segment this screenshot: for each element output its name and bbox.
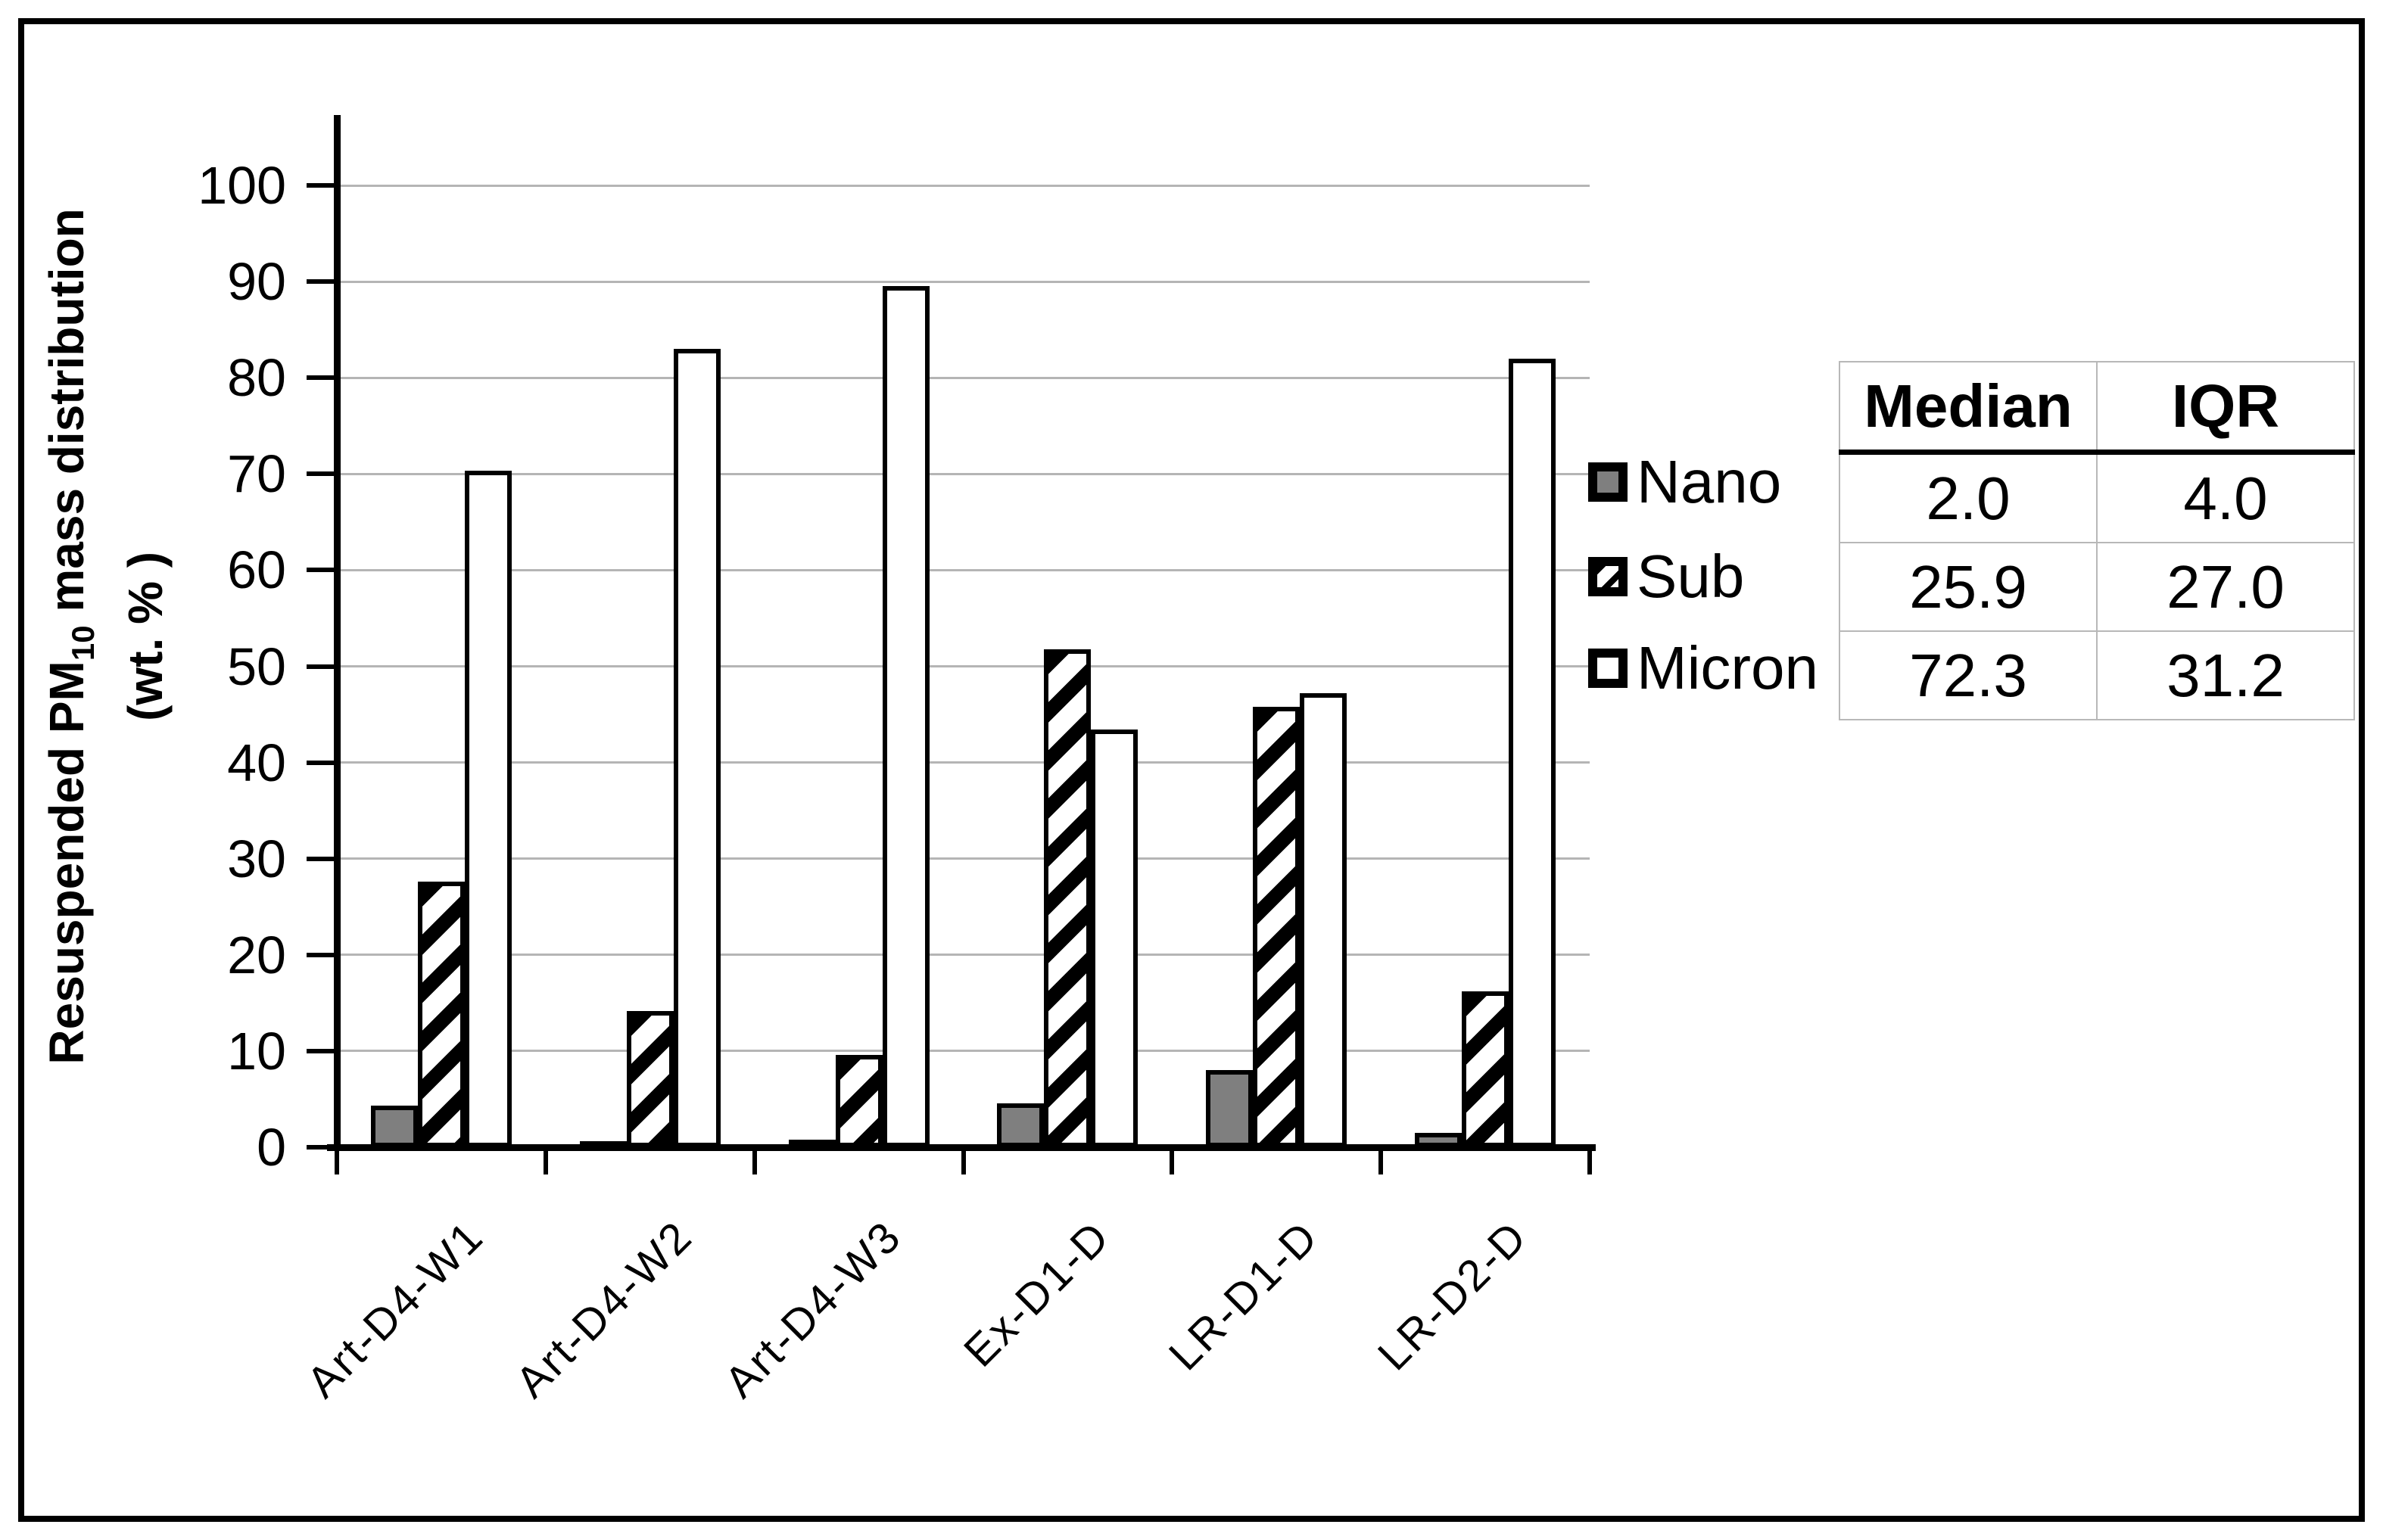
y-tick-80: [307, 375, 339, 381]
y-tick-label-50: 50: [227, 636, 286, 696]
y-tick-label-90: 90: [227, 252, 286, 312]
y-tick-label-80: 80: [227, 348, 286, 408]
y-tick-0: [307, 1145, 339, 1150]
x-tick-1: [543, 1147, 548, 1174]
nano-median-value: 2.0: [1839, 451, 2098, 543]
y-tick-30: [307, 856, 339, 861]
x-category-label-LR-D1-D: LR-D1-D: [1160, 1211, 1329, 1380]
y-tick-90: [307, 279, 339, 285]
y-axis-line: [334, 115, 341, 1150]
legend-item-nano: Nano: [1588, 448, 1781, 515]
gridline-100: [337, 184, 1590, 187]
bar-sub-Art-D4-W1: [418, 882, 465, 1147]
pm10-subscript: 10: [64, 625, 101, 661]
bar-sub-Art-D4-W3: [836, 1055, 883, 1147]
gridline-30: [337, 857, 1590, 860]
y-tick-20: [307, 952, 339, 957]
x-category-label-Art-D4-W1: Art-D4-W1: [297, 1211, 494, 1408]
micron-median-value: 72.3: [1839, 630, 2098, 720]
y-tick-label-100: 100: [198, 156, 286, 215]
table-row-sub: 25.9 27.0: [1839, 542, 2355, 632]
y-tick-label-30: 30: [227, 829, 286, 888]
x-category-label-Ex-D1-D: Ex-D1-D: [955, 1211, 1120, 1377]
x-category-label-Art-D4-W2: Art-D4-W2: [506, 1211, 702, 1408]
micron-iqr-value: 31.2: [2096, 630, 2355, 720]
gridline-90: [337, 280, 1590, 283]
y-tick-70: [307, 471, 339, 477]
y-tick-40: [307, 760, 339, 765]
figure-border: [18, 18, 2365, 1522]
y-tick-50: [307, 664, 339, 669]
sub-median-value: 25.9: [1839, 542, 2098, 632]
gridline-80: [337, 376, 1590, 379]
table-header-median: Median: [1839, 361, 2098, 455]
gridline-20: [337, 954, 1590, 957]
table-header-row: Median IQR: [1839, 361, 2355, 455]
y-tick-60: [307, 568, 339, 573]
nano-iqr-value: 4.0: [2096, 451, 2355, 543]
gridline-50: [337, 665, 1590, 667]
sub-swatch-icon: [1588, 557, 1628, 596]
bar-sub-Ex-D1-D: [1044, 649, 1091, 1147]
x-tick-0: [335, 1147, 339, 1174]
x-tick-6: [1587, 1147, 1592, 1174]
y-tick-100: [307, 183, 339, 188]
legend-label-nano: Nano: [1637, 448, 1782, 515]
y-tick-label-0: 0: [257, 1118, 286, 1177]
median-iqr-table: Median IQR 2.0 4.0 25.9 27.0 72.3 31.2: [1839, 361, 2355, 720]
gridline-40: [337, 761, 1590, 764]
table-row-micron: 72.3 31.2: [1839, 630, 2355, 720]
nano-swatch-icon: [1588, 462, 1628, 502]
bar-nano-Ex-D1-D: [997, 1103, 1044, 1147]
legend-label-micron: Micron: [1637, 634, 1819, 702]
legend-item-sub: Sub: [1588, 543, 1744, 610]
x-category-label-Art-D4-W3: Art-D4-W3: [715, 1211, 911, 1408]
x-category-label-LR-D2-D: LR-D2-D: [1369, 1211, 1537, 1380]
legend-item-micron: Micron: [1588, 634, 1818, 702]
bar-micron-LR-D1-D: [1300, 693, 1347, 1147]
bar-sub-LR-D2-D: [1462, 991, 1509, 1147]
x-tick-3: [961, 1147, 966, 1174]
gridline-70: [337, 472, 1590, 475]
legend-label-sub: Sub: [1637, 543, 1745, 610]
table-row-nano: 2.0 4.0: [1839, 451, 2355, 543]
bar-micron-Art-D4-W3: [883, 286, 930, 1147]
y-tick-label-10: 10: [227, 1021, 286, 1081]
x-tick-2: [752, 1147, 757, 1174]
sub-iqr-value: 27.0: [2096, 542, 2355, 632]
y-axis-title: Resuspended PM10 mass distribution (wt. …: [36, 88, 176, 1185]
bar-micron-LR-D2-D: [1509, 359, 1556, 1147]
bar-sub-Art-D4-W2: [627, 1011, 674, 1147]
bar-micron-Art-D4-W1: [465, 471, 512, 1147]
bar-sub-LR-D1-D: [1253, 707, 1300, 1147]
x-tick-4: [1170, 1147, 1175, 1174]
gridline-60: [337, 568, 1590, 571]
micron-swatch-icon: [1588, 649, 1628, 688]
gridline-10: [337, 1050, 1590, 1053]
table-header-iqr: IQR: [2096, 361, 2355, 455]
y-tick-label-70: 70: [227, 444, 286, 504]
y-axis-title-line2: (wt. % ): [117, 551, 173, 721]
y-tick-label-40: 40: [227, 733, 286, 792]
bar-micron-Ex-D1-D: [1091, 730, 1138, 1147]
y-axis-title-line1: Resuspended PM10 mass distribution: [39, 208, 101, 1065]
bar-nano-LR-D1-D: [1206, 1070, 1253, 1147]
bar-micron-Art-D4-W2: [674, 349, 721, 1147]
y-tick-label-60: 60: [227, 540, 286, 600]
x-tick-5: [1378, 1147, 1384, 1174]
y-tick-label-20: 20: [227, 925, 286, 985]
bar-nano-Art-D4-W1: [371, 1106, 418, 1147]
y-tick-10: [307, 1048, 339, 1053]
